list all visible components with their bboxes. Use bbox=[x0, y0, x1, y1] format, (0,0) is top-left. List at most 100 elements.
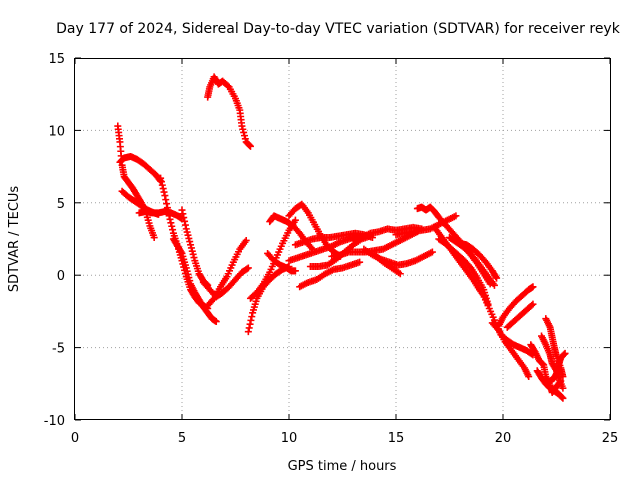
data-point bbox=[490, 281, 498, 289]
data-point bbox=[184, 231, 192, 239]
data-point bbox=[248, 313, 256, 321]
data-point bbox=[160, 188, 168, 196]
data-point bbox=[182, 225, 190, 233]
series-arc-ak bbox=[546, 349, 569, 385]
data-point bbox=[559, 373, 567, 381]
data-point bbox=[492, 273, 500, 281]
data-point bbox=[165, 212, 173, 220]
data-point bbox=[212, 318, 220, 326]
y-tick-label: -5 bbox=[52, 342, 65, 357]
data-point bbox=[183, 228, 191, 236]
data-point bbox=[181, 221, 189, 229]
series-arc-r bbox=[296, 258, 364, 291]
x-tick-label: 20 bbox=[495, 431, 512, 446]
data-point bbox=[184, 270, 192, 278]
series-arc-aa bbox=[446, 234, 498, 289]
data-point bbox=[493, 274, 501, 282]
series-arc-early bbox=[114, 122, 158, 242]
data-point bbox=[163, 200, 171, 208]
data-point bbox=[561, 349, 569, 357]
series-arc-ab bbox=[456, 239, 501, 282]
data-point bbox=[452, 212, 460, 220]
x-tick-label: 15 bbox=[388, 431, 405, 446]
data-point bbox=[185, 234, 193, 242]
data-marks bbox=[114, 73, 569, 402]
series-arc-af bbox=[503, 300, 537, 331]
data-point bbox=[238, 122, 246, 130]
data-point bbox=[190, 254, 198, 262]
data-point bbox=[162, 196, 170, 204]
data-point bbox=[396, 270, 404, 278]
data-point bbox=[168, 222, 176, 230]
y-tick-label: 10 bbox=[48, 124, 65, 139]
data-point bbox=[558, 393, 566, 401]
data-point bbox=[240, 128, 248, 136]
data-point bbox=[157, 174, 165, 182]
data-point bbox=[159, 185, 167, 193]
data-point bbox=[246, 141, 254, 149]
series-arc-c bbox=[135, 207, 186, 223]
data-point bbox=[188, 247, 196, 255]
data-point bbox=[247, 316, 255, 324]
data-point bbox=[239, 125, 247, 133]
x-tick-label: 5 bbox=[178, 431, 186, 446]
data-point bbox=[525, 373, 533, 381]
data-point bbox=[559, 384, 567, 392]
data-point bbox=[539, 360, 547, 368]
data-point bbox=[163, 204, 171, 212]
data-point bbox=[246, 320, 254, 328]
data-point bbox=[428, 248, 436, 256]
x-tick-label: 0 bbox=[71, 431, 79, 446]
series-arc-h bbox=[204, 236, 250, 310]
y-tick-label: 0 bbox=[57, 269, 65, 284]
data-point bbox=[291, 267, 299, 275]
data-point bbox=[179, 210, 187, 218]
data-point bbox=[157, 178, 165, 186]
data-point bbox=[187, 241, 195, 249]
y-tick-label: 5 bbox=[57, 197, 65, 212]
data-point bbox=[529, 300, 537, 308]
data-point bbox=[244, 264, 252, 272]
data-point bbox=[178, 206, 186, 214]
data-point bbox=[183, 267, 191, 275]
data-point bbox=[186, 238, 194, 246]
series-arc-d bbox=[157, 174, 212, 313]
data-point bbox=[240, 132, 248, 140]
plot-frame bbox=[74, 58, 611, 420]
series-arc-ae bbox=[495, 283, 537, 330]
data-point bbox=[241, 135, 249, 143]
data-point bbox=[242, 236, 250, 244]
series-arc-ah bbox=[533, 367, 567, 402]
chart-title: Day 177 of 2024, Sidereal Day-to-day VTE… bbox=[56, 21, 621, 37]
data-point bbox=[161, 192, 169, 200]
x-axis-label: GPS time / hours bbox=[288, 459, 397, 474]
data-point bbox=[244, 328, 252, 336]
data-point bbox=[177, 248, 185, 256]
data-point bbox=[181, 217, 189, 225]
data-point bbox=[187, 244, 195, 252]
data-point bbox=[150, 234, 158, 242]
data-point bbox=[167, 219, 175, 227]
data-point bbox=[189, 250, 197, 258]
data-point bbox=[245, 324, 253, 332]
y-tick-label: -10 bbox=[44, 414, 65, 429]
series-arc-i bbox=[204, 73, 254, 150]
data-point bbox=[180, 214, 188, 222]
series-arc-a bbox=[116, 152, 165, 185]
data-point bbox=[182, 264, 190, 272]
data-point bbox=[243, 265, 251, 273]
y-axis-label: SDTVAR / TECUs bbox=[7, 186, 22, 293]
data-point bbox=[529, 283, 537, 291]
data-point bbox=[185, 274, 193, 282]
axis-ticks: 0 5 10 15 20 25 -10 -5 0 5 10 15 bbox=[44, 52, 619, 446]
grid bbox=[75, 58, 610, 420]
series-arc-e bbox=[169, 235, 220, 326]
data-point bbox=[528, 301, 536, 309]
series-arc-o bbox=[285, 232, 361, 265]
data-point bbox=[209, 296, 217, 304]
data-point bbox=[164, 208, 172, 216]
y-tick-label: 15 bbox=[48, 52, 65, 67]
data-point bbox=[166, 215, 174, 223]
